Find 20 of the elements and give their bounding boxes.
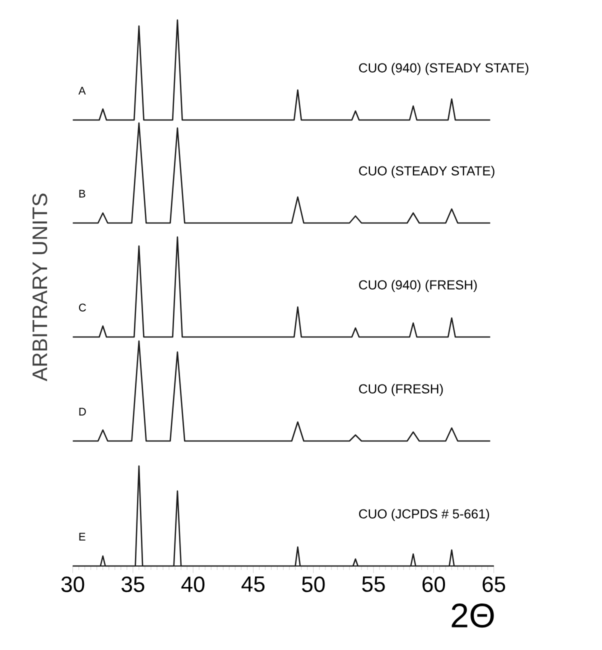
x-tick-label: 45 [242,576,265,592]
text: CUO (940) (FRESH) [359,280,477,292]
x-tick-label: 30 [61,576,84,592]
y-axis-title: ARBITRARY UNITS [32,194,48,382]
annotation: E [79,532,86,540]
x-tick-label: 40 [181,576,204,592]
annotation: A [78,86,86,94]
annotation: C [79,304,86,312]
text: CUO (FRESH) [359,384,443,396]
x-tick-label: 55 [362,576,385,592]
annotation: D [79,408,86,416]
x-axis-title: 2Θ [452,604,494,628]
text: CUO (940) (STEADY STATE) [359,62,528,76]
x-tick-label: 35 [122,576,144,592]
annotation: B [79,190,86,198]
x-tick-label: 50 [302,576,325,592]
x-tick-label: 65 [482,576,506,592]
text: CUO (JCPDS # 5-661) [359,508,490,522]
text: CUO (STEADY STATE) [359,166,494,178]
x-tick-label: 60 [422,576,446,592]
